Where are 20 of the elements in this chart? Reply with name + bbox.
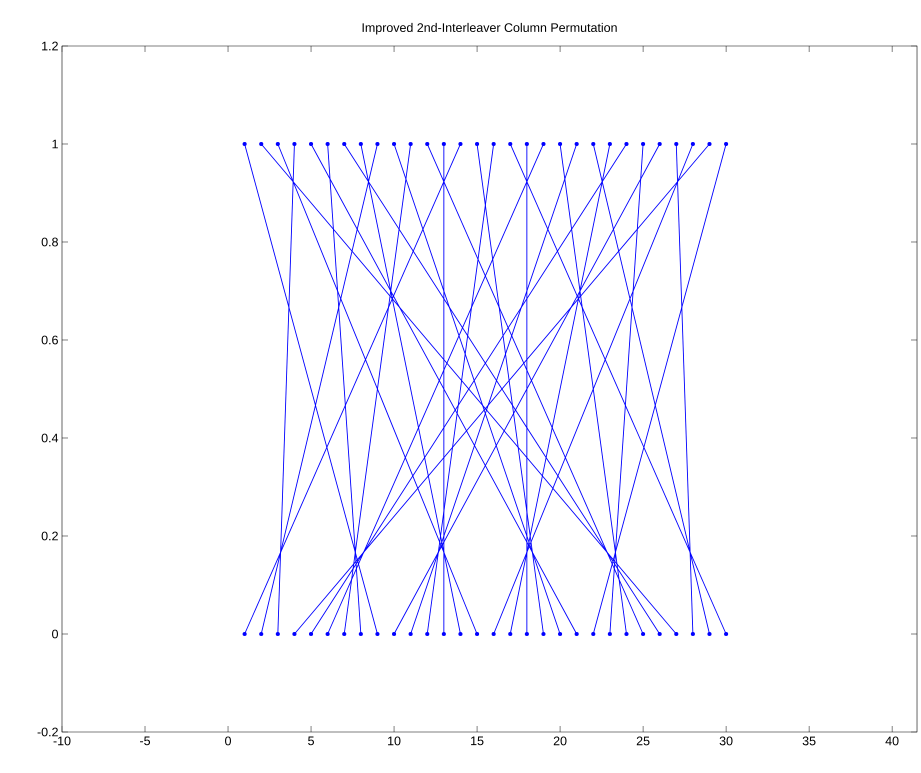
x-tick-label: 0 <box>225 736 231 746</box>
y-tick-label: 1.2 <box>42 42 58 50</box>
y-tick-label: 0.6 <box>42 336 58 344</box>
y-tick-label: -0.2 <box>38 728 58 736</box>
x-tick-label: 35 <box>802 736 816 746</box>
y-tick-label: 1 <box>52 140 58 148</box>
y-tick-label: 0 <box>52 630 58 638</box>
y-tick-label: 0.8 <box>42 238 58 246</box>
chart-title: Improved 2nd-Interleaver Column Permutation <box>362 22 617 34</box>
x-tick-label: 15 <box>471 736 484 746</box>
x-tick-label: -5 <box>140 736 150 746</box>
y-tick-label: 0.4 <box>42 434 58 442</box>
x-tick-label: 20 <box>554 736 567 746</box>
x-tick-label: 10 <box>388 736 400 746</box>
x-tick-label: 40 <box>885 736 899 746</box>
x-tick-label: -10 <box>54 736 71 746</box>
x-tick-label: 30 <box>720 736 733 746</box>
x-tick-label: 5 <box>308 736 314 746</box>
x-tick-label: 25 <box>636 736 650 746</box>
y-tick-label: 0.2 <box>42 532 58 540</box>
